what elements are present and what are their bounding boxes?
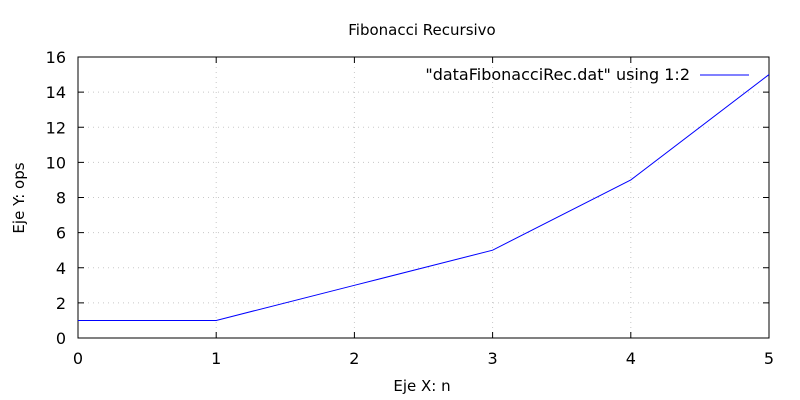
legend: "dataFibonacciRec.dat" using 1:2 (425, 65, 749, 84)
y-tick-label: 6 (56, 224, 66, 243)
y-tick-label: 14 (46, 83, 66, 102)
series-line (78, 74, 770, 321)
grid-lines (78, 57, 769, 338)
x-axis-label: Eje X: n (393, 377, 450, 395)
x-tick-label: 1 (211, 349, 221, 368)
y-tick-label: 2 (56, 294, 66, 313)
x-tick-label: 3 (488, 349, 498, 368)
y-tick-label: 0 (56, 329, 66, 348)
series-layer (78, 74, 770, 321)
y-tick-label: 10 (46, 153, 66, 172)
x-tick-label: 5 (764, 349, 774, 368)
y-tick-label: 16 (46, 48, 66, 67)
x-tick-label: 2 (349, 349, 359, 368)
y-tick-label: 4 (56, 259, 66, 278)
y-tick-label: 8 (56, 189, 66, 208)
x-tick-label: 0 (73, 349, 83, 368)
y-axis-label: Eje Y: ops (10, 162, 28, 233)
y-tick-label: 12 (46, 118, 66, 137)
x-tick-label: 4 (626, 349, 636, 368)
chart-title: Fibonacci Recursivo (348, 21, 495, 39)
legend-label: "dataFibonacciRec.dat" using 1:2 (425, 65, 690, 84)
